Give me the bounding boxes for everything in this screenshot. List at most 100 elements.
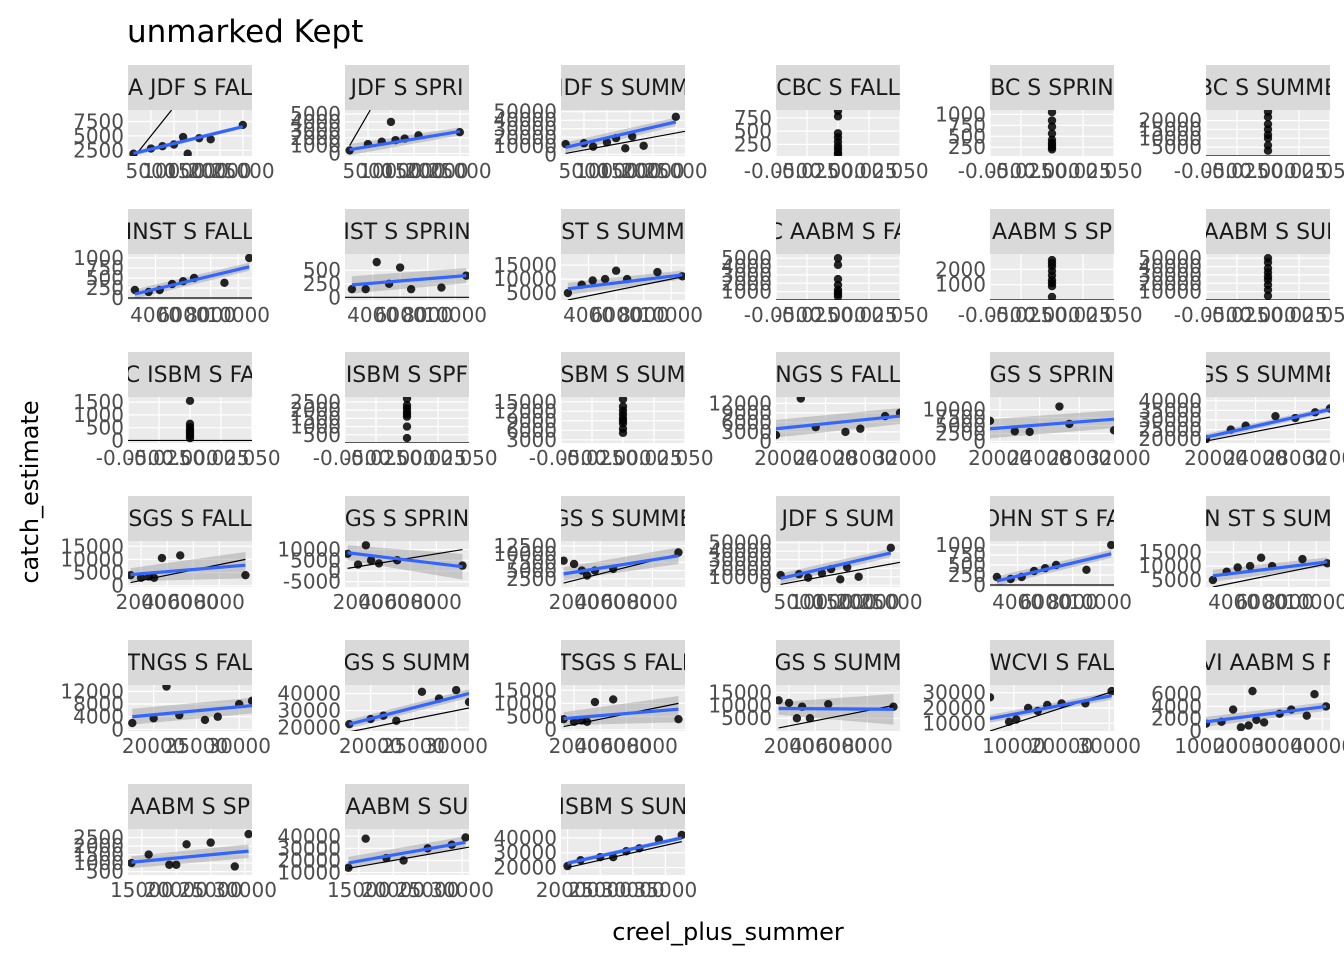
- y-tick-label: 15000: [60, 534, 124, 558]
- data-point: [1263, 258, 1273, 267]
- x-tick-label: -0.025: [1205, 159, 1269, 183]
- smooth-fit-line: [349, 129, 461, 152]
- y-tick-label: 20000: [493, 125, 557, 149]
- y-tick-label: 20000: [1138, 109, 1202, 133]
- y-tick-label: 2000: [73, 834, 124, 858]
- facet-strip: [1206, 640, 1330, 685]
- data-point: [776, 696, 783, 705]
- x-tick-label: 20000: [754, 446, 818, 470]
- facet-panel-33: ISBM S SUN200003000040000200002500030000…: [493, 784, 697, 902]
- x-tick-label: 20000: [836, 590, 900, 614]
- data-point: [1302, 711, 1311, 720]
- data-point: [569, 559, 579, 569]
- smooth-fit-line: [565, 120, 677, 150]
- y-tick-label: 2500: [73, 826, 124, 850]
- x-tick-label: 20000: [405, 159, 469, 183]
- x-tick-label: 6000: [1020, 590, 1071, 614]
- y-tick-label: 10000: [1138, 554, 1202, 578]
- x-tick-label: 4000: [790, 734, 841, 758]
- data-point: [437, 283, 446, 292]
- y-tick-label: 5000: [506, 559, 557, 583]
- x-tick-label: 20000: [1184, 446, 1248, 470]
- x-tick-label: 8000: [627, 590, 678, 614]
- facet-strip-label: ISBM S SUN: [558, 795, 687, 820]
- data-point: [582, 571, 592, 580]
- x-tick-label: 0.025: [1054, 159, 1111, 183]
- data-point: [1047, 282, 1057, 291]
- data-point: [172, 860, 181, 869]
- data-point: [990, 693, 995, 702]
- smooth-fit-line: [133, 125, 244, 155]
- data-point: [561, 556, 568, 565]
- data-point: [803, 573, 813, 582]
- x-tick-label: 2000: [764, 734, 815, 758]
- x-tick-label: 24000: [1224, 446, 1288, 470]
- data-point: [386, 117, 396, 127]
- y-tick-label: 12000: [493, 399, 557, 423]
- facet-strip: [990, 496, 1114, 541]
- facet-panel-1: A JDF S FAL25005000750050001000015000200…: [73, 65, 275, 183]
- facet-strip-label: BC S SPRIN: [990, 76, 1113, 101]
- data-point: [1012, 715, 1021, 724]
- x-tick-label: 28000: [1047, 446, 1111, 470]
- x-tick-label: -0.025: [127, 446, 191, 470]
- y-tick-label: 1000: [73, 246, 124, 270]
- y-tick-label: 3000: [506, 428, 557, 452]
- data-point: [144, 850, 153, 859]
- y-tick-label: 50000: [493, 100, 557, 124]
- y-tick-label: 1000: [935, 102, 986, 126]
- reference-line: [348, 846, 469, 869]
- facet-strip-label: GS S SUMME: [1198, 363, 1339, 388]
- y-tick-label: 1500: [73, 843, 124, 867]
- y-tick-label: 0: [759, 573, 772, 597]
- y-tick-label: 30000: [493, 117, 557, 141]
- x-tick-label: 4000: [575, 734, 626, 758]
- x-tick-label: 32000: [1087, 446, 1151, 470]
- data-point: [1233, 563, 1242, 572]
- y-tick-label: 250: [86, 276, 124, 300]
- data-point: [1047, 110, 1057, 117]
- smooth-fit-line: [776, 414, 900, 431]
- data-point: [1263, 146, 1273, 155]
- data-point: [1025, 427, 1034, 437]
- y-tick-label: 40000: [493, 826, 557, 850]
- y-tick-label: 30000: [922, 681, 986, 705]
- smooth-fit-line: [132, 704, 252, 719]
- y-tick-label: 4000: [721, 255, 772, 279]
- data-point: [784, 698, 794, 708]
- y-tick-label: 0: [328, 285, 341, 309]
- data-point: [347, 284, 357, 294]
- data-point: [374, 559, 384, 568]
- smooth-fit-line: [348, 691, 469, 726]
- y-tick-label: 15000: [493, 253, 557, 277]
- x-tick-label: 6000: [385, 590, 436, 614]
- y-tick-label: 4000: [73, 705, 124, 729]
- y-tick-label: 2000: [721, 271, 772, 295]
- data-point: [361, 834, 370, 843]
- x-tick-label: 24000: [1008, 446, 1072, 470]
- x-tick-label: 30000: [430, 878, 494, 902]
- data-point: [1004, 717, 1014, 726]
- y-tick-label: 12000: [60, 679, 124, 703]
- facet-strip: [1206, 352, 1330, 397]
- x-tick-label: 6000: [158, 303, 209, 327]
- data-point: [1010, 427, 1019, 436]
- y-tick-label: 30000: [277, 699, 341, 723]
- y-tick-label: 750: [86, 256, 124, 280]
- x-tick-label: 20000: [339, 734, 403, 758]
- facet-strip-label: AABM S SP: [992, 220, 1112, 245]
- facet-panel-22: JDF S SUM0100002000030000400005000050001…: [708, 496, 923, 614]
- x-tick-label: 0.050: [871, 159, 928, 183]
- facet-strip: [128, 65, 252, 110]
- data-point: [1263, 112, 1273, 122]
- facet-strip: [1206, 496, 1330, 541]
- y-tick-label: 20000: [277, 716, 341, 740]
- y-tick-label: 8000: [73, 692, 124, 716]
- smooth-fit-line: [563, 707, 679, 721]
- x-tick-label: 0.050: [1301, 303, 1344, 327]
- data-point: [796, 397, 805, 403]
